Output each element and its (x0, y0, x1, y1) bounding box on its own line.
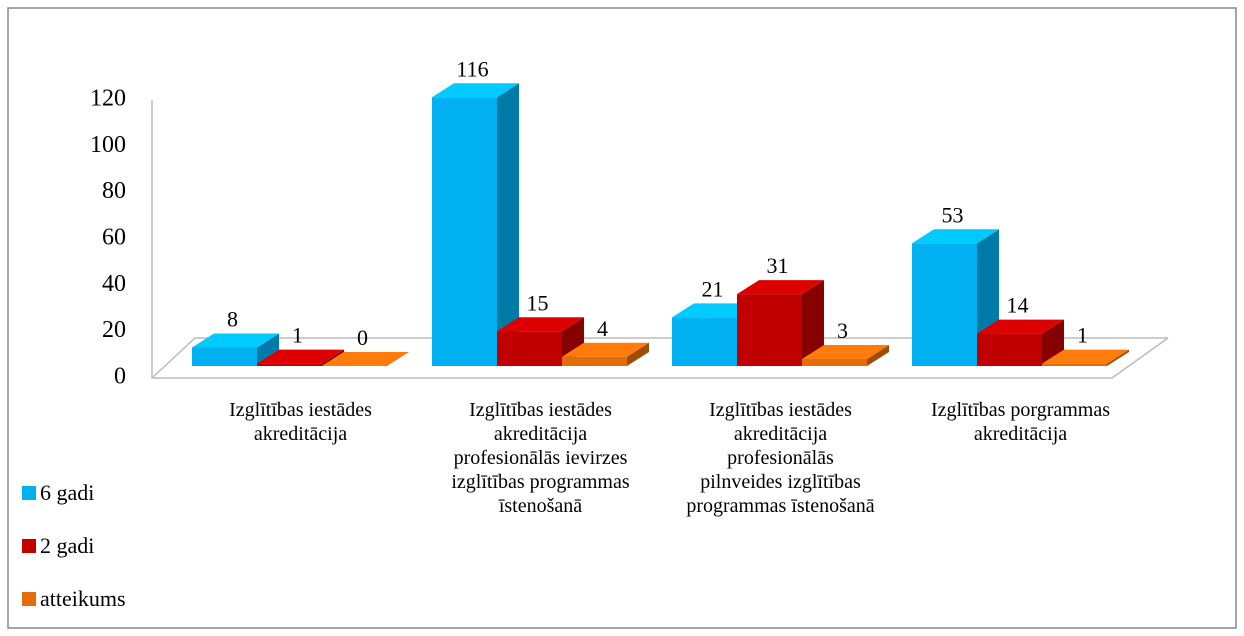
bar-front (432, 97, 497, 367)
x-tick-label: Izglītības iestādes akreditācija profesi… (686, 399, 875, 517)
floor-front (151, 100, 1169, 379)
frame (7, 7, 1237, 629)
bar-top (257, 349, 344, 364)
bar-top (1042, 349, 1129, 364)
x-tick-label: Izglītības iestādes akreditācija profesi… (451, 399, 630, 517)
bar-side (867, 345, 889, 366)
value-label: 3 (837, 318, 848, 343)
bar-top (977, 319, 1064, 334)
y-tick-label: 120 (90, 86, 126, 112)
bar-top (802, 345, 889, 360)
y-tick-label: 0 (114, 364, 126, 390)
bar (737, 280, 824, 366)
bar-top (432, 83, 519, 98)
bar (1042, 349, 1129, 366)
bar-top (497, 317, 584, 332)
value-label: 1 (1077, 323, 1088, 348)
value-label: 31 (767, 253, 789, 278)
legend-label: 2 gadi (40, 533, 95, 558)
floor-back (151, 337, 1168, 379)
bar (562, 342, 649, 366)
bar-top (912, 229, 999, 244)
x-tick-label: Izglītības iestādes akreditācija (229, 399, 372, 445)
value-label: 14 (1007, 293, 1029, 318)
bar-side (257, 333, 279, 366)
bar (322, 352, 409, 366)
bar-front (672, 317, 737, 366)
bar-top (322, 352, 409, 366)
bar-side (1107, 349, 1129, 366)
bar-top (562, 342, 649, 357)
value-label: 1 (292, 323, 303, 348)
bar (432, 83, 519, 367)
y-tick-label: 20 (102, 317, 126, 343)
legend-swatch (22, 592, 36, 606)
legend-item: 2 gadi (22, 533, 94, 559)
legend-swatch (22, 486, 36, 500)
value-label: 4 (597, 316, 608, 341)
value-label: 53 (942, 202, 964, 227)
bar-front (497, 331, 562, 366)
bar-front (912, 243, 977, 366)
legend-item: 6 gadi (22, 480, 94, 506)
y-tick-label: 60 (102, 225, 126, 251)
bar-front (1042, 363, 1107, 366)
value-label: 116 (456, 56, 488, 81)
bar (192, 333, 279, 366)
bar-front (257, 363, 322, 366)
legend-label: atteikums (40, 586, 126, 611)
y-tick-label: 100 (90, 132, 126, 158)
bar (802, 345, 889, 366)
x-tick-label: Izglītības porgrammas akreditācija (930, 399, 1111, 445)
bar (497, 317, 584, 366)
bar-side (497, 83, 519, 367)
bar-side (802, 280, 824, 366)
bar-front (562, 356, 627, 366)
legend-label: 6 gadi (40, 480, 95, 505)
value-label: 15 (527, 290, 549, 315)
bar-side (627, 342, 649, 366)
bar (257, 349, 344, 366)
value-label: 21 (702, 276, 724, 301)
bar-front (737, 294, 802, 366)
legend-item: atteikums (22, 586, 126, 612)
y-tick-label: 40 (102, 271, 126, 297)
bar-front (977, 333, 1042, 366)
legend-swatch (22, 539, 36, 553)
bar-front (192, 347, 257, 366)
bar-top (737, 280, 824, 295)
bar (977, 319, 1064, 366)
bar-side (322, 349, 344, 366)
value-label: 8 (227, 307, 238, 332)
y-tick-label: 80 (102, 178, 126, 204)
bar-front (802, 359, 867, 366)
bar-top (192, 333, 279, 348)
value-label: 0 (357, 325, 368, 350)
